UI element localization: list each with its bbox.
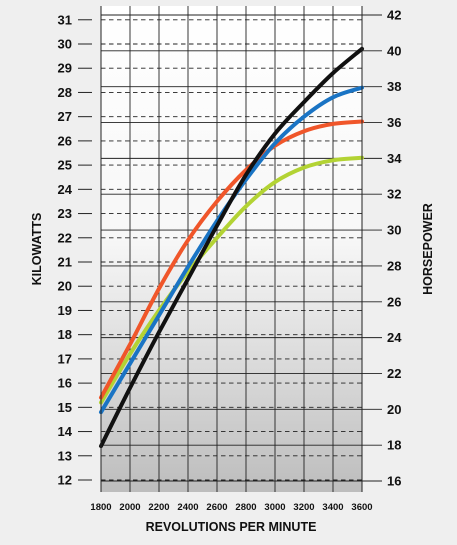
left-tick-label: 24 xyxy=(58,182,73,197)
right-tick-label: 18 xyxy=(387,438,401,453)
left-tick-label: 23 xyxy=(58,206,72,221)
right-tick-label: 22 xyxy=(387,366,401,381)
right-tick-label: 28 xyxy=(387,258,401,273)
x-axis-ticks: 1800 2000 2200 2400 2600 2800 3000 3200 3400 3600 xyxy=(90,502,372,513)
left-tick-label: 29 xyxy=(58,61,72,76)
left-tick-label: 16 xyxy=(58,376,72,391)
right-axis-title: HORSEPOWER xyxy=(421,203,435,295)
left-tick-label: 31 xyxy=(58,12,72,27)
right-tick-label: 42 xyxy=(387,8,401,23)
series-line-4 xyxy=(99,155,364,405)
left-tick-label: 30 xyxy=(58,37,72,52)
left-tick-label: 14 xyxy=(58,424,73,439)
x-tick-label: 2800 xyxy=(235,502,256,513)
right-tick-label: 32 xyxy=(387,187,401,202)
right-tick-label: 34 xyxy=(387,151,402,166)
left-tick-label: 25 xyxy=(58,158,72,173)
right-tick-label: 38 xyxy=(387,79,401,94)
left-axis-title: KILOWATTS xyxy=(30,213,44,286)
x-tick-label: 3600 xyxy=(351,502,372,513)
left-tick-label: 18 xyxy=(58,327,72,342)
right-axis-ticks: 16 18 20 22 24 26 28 30 32 34 36 38 40 42 xyxy=(387,8,402,489)
left-tick-label: 26 xyxy=(58,133,72,148)
x-tick-label: 2600 xyxy=(206,502,227,513)
left-tick-label: 12 xyxy=(58,473,72,488)
plot-background xyxy=(101,6,362,492)
left-tick-label: 17 xyxy=(58,351,72,366)
right-tick-label: 26 xyxy=(387,294,401,309)
left-tick-label: 15 xyxy=(58,400,72,415)
left-tick-label: 19 xyxy=(58,303,72,318)
right-tick-label: 24 xyxy=(387,330,402,345)
right-tick-label: 20 xyxy=(387,402,401,417)
x-tick-label: 2400 xyxy=(177,502,198,513)
series-line-1 xyxy=(99,46,364,449)
series-line-3 xyxy=(99,119,364,400)
left-axis-ticks: 12 13 14 15 16 17 18 19 20 21 22 23 24 25 26 27 28 29 30 31 xyxy=(58,12,92,488)
right-tick-label: 30 xyxy=(387,223,401,238)
x-tick-label: 2200 xyxy=(148,502,169,513)
right-tick-label: 36 xyxy=(387,115,401,130)
x-axis-title: REVOLUTIONS PER MINUTE xyxy=(146,520,317,534)
left-tick-label: 22 xyxy=(58,230,72,245)
left-tick-label: 28 xyxy=(58,85,72,100)
left-tick-label: 21 xyxy=(58,255,72,270)
left-tick-label: 20 xyxy=(58,279,72,294)
left-tick-label: 27 xyxy=(58,109,72,124)
x-tick-label: 1800 xyxy=(90,502,111,513)
x-tick-label: 3400 xyxy=(322,502,343,513)
right-tick-label: 40 xyxy=(387,43,401,58)
left-tick-label: 13 xyxy=(58,448,72,463)
x-tick-label: 3200 xyxy=(293,502,314,513)
x-tick-label: 3000 xyxy=(264,502,285,513)
right-tick-label: 16 xyxy=(387,474,401,489)
series-group xyxy=(99,46,364,449)
x-tick-label: 2000 xyxy=(119,502,140,513)
